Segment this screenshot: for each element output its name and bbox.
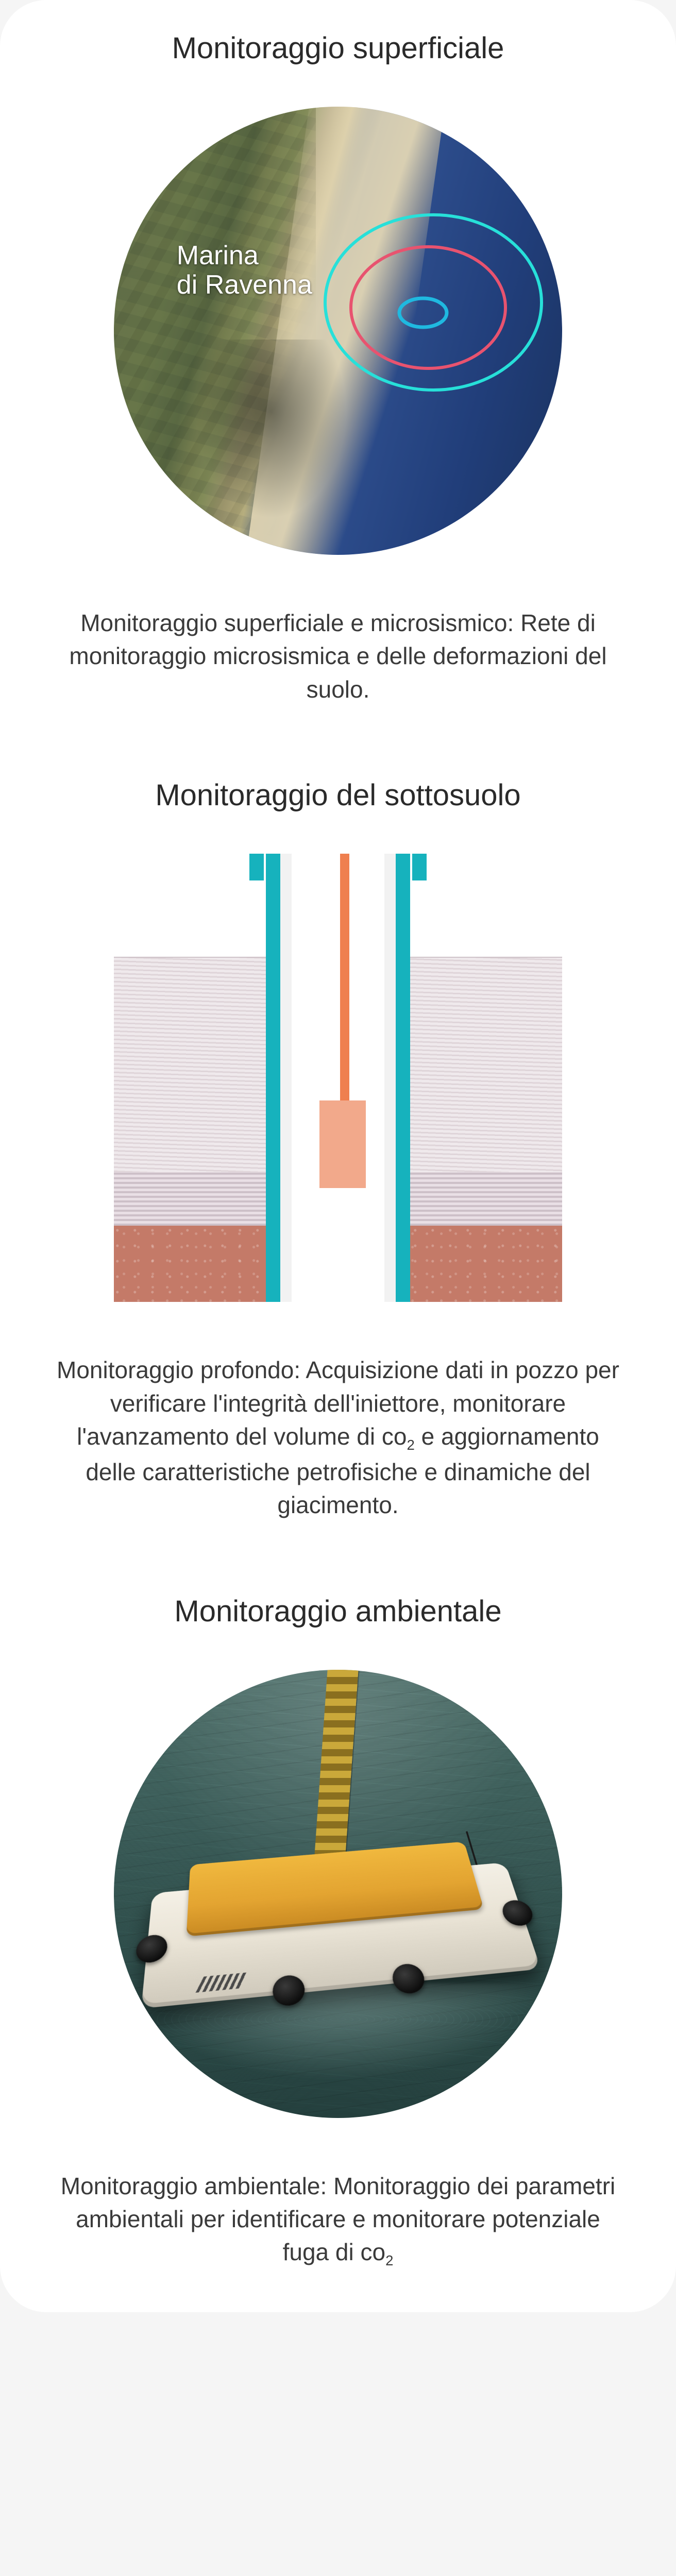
section-sottosuolo: Monitoraggio del sottosuolo Monitoraggio…: [26, 778, 650, 1521]
well-diagram: [114, 854, 562, 1302]
injector-tubing: [340, 854, 349, 1100]
graphic-well: [114, 854, 562, 1302]
ring-inner: [399, 298, 447, 327]
section-ambientale: Monitoraggio ambientale Monito: [26, 1594, 650, 2272]
section-desc: Monitoraggio profondo: Acquisizione dati…: [55, 1353, 621, 1521]
casing-outer-right: [412, 854, 427, 880]
graphic-rov: [114, 1670, 562, 2118]
section-title: Monitoraggio superficiale: [172, 31, 504, 65]
map-rings-svg: [114, 107, 562, 555]
casing-right: [396, 854, 410, 1302]
map-label-line1: Marina: [177, 241, 259, 270]
injector-sensor: [319, 1100, 366, 1188]
section-desc: Monitoraggio ambientale: Monitoraggio de…: [55, 2170, 621, 2272]
rov-circle: [114, 1670, 562, 2118]
graphic-map: Marina di Ravenna: [114, 107, 562, 555]
casing-outer-left: [249, 854, 264, 880]
map-label: Marina di Ravenna: [177, 241, 312, 300]
ring-mid: [351, 247, 505, 368]
section-title: Monitoraggio del sottosuolo: [155, 778, 520, 812]
map-circle: Marina di Ravenna: [114, 107, 562, 555]
ring-outer: [325, 215, 542, 390]
wellbore-shadow: [280, 854, 396, 1302]
casing-left: [266, 854, 280, 1302]
section-title: Monitoraggio ambientale: [174, 1594, 501, 1629]
map-label-line2: di Ravenna: [177, 270, 312, 300]
section-desc: Monitoraggio superficiale e microsismico…: [55, 606, 621, 706]
section-superficiale: Monitoraggio superficiale Marina di Rave…: [26, 31, 650, 706]
page: Monitoraggio superficiale Marina di Rave…: [0, 0, 676, 2312]
